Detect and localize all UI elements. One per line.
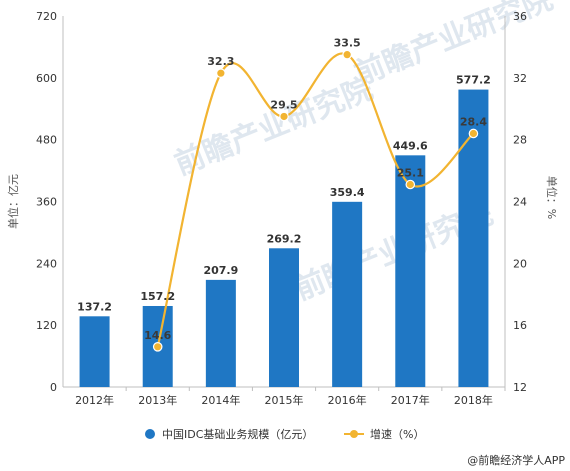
growth-line [152, 49, 479, 352]
growth-value-label: 33.5 [334, 37, 361, 50]
y-tick-right: 32 [513, 72, 527, 85]
growth-value-label: 25.1 [397, 166, 424, 179]
axes: 0 120 240 360 480 600 720 12 16 20 24 28 32 36 2012年 20… [6, 10, 559, 407]
bars [79, 89, 489, 387]
y-tick-right: 28 [513, 134, 527, 147]
footer: @前瞻经济学人APP [467, 453, 565, 467]
legend-bar-swatch [145, 429, 155, 439]
y-tick-right: 20 [513, 257, 527, 270]
y-tick-left: 600 [36, 72, 57, 85]
y-tick-left: 0 [50, 381, 57, 394]
y-axis-left-title: 单位：亿元 [6, 174, 20, 229]
legend-line-label: 增速（%） [370, 427, 424, 441]
growth-point [216, 68, 226, 78]
growth-point [342, 49, 352, 60]
y-tick-right: 12 [513, 381, 527, 394]
growth-point [405, 179, 416, 190]
growth-point [468, 128, 479, 139]
bar [332, 201, 363, 387]
bar [205, 279, 236, 387]
data-labels: 137.2 157.2 207.9 269.2 359.4 449.6 577.2 14.6 3… [77, 37, 491, 342]
growth-value-label: 32.3 [207, 55, 234, 68]
growth-value-label: 29.5 [270, 98, 297, 111]
y-tick-right: 36 [513, 10, 527, 23]
x-tick-label: 2016年 [328, 393, 367, 407]
y-tick-left: 240 [36, 257, 57, 270]
x-tick-label: 2014年 [201, 393, 240, 407]
growth-value-label: 14.6 [144, 329, 171, 342]
x-tick-label: 2015年 [265, 393, 304, 407]
x-tick-label: 2013年 [138, 393, 177, 407]
legend-bar-label: 中国IDC基础业务规模（亿元） [162, 427, 313, 441]
growth-value-label: 28.4 [460, 115, 487, 128]
bar [458, 89, 489, 387]
x-tick-label: 2012年 [75, 393, 114, 407]
bar [79, 316, 110, 387]
bar-value-label: 207.9 [203, 264, 238, 277]
watermark-text: 前瞻产业研究院 [170, 71, 378, 182]
y-tick-left: 480 [36, 134, 57, 147]
bar-value-label: 577.2 [456, 74, 491, 87]
source-credit: @前瞻经济学人APP [467, 453, 565, 467]
bar-value-label: 449.6 [393, 139, 428, 152]
bar-value-label: 157.2 [140, 290, 175, 303]
bar [269, 248, 299, 387]
y-tick-left: 720 [36, 10, 57, 23]
growth-point [152, 342, 163, 352]
y-tick-left: 360 [36, 196, 57, 209]
growth-point [279, 111, 289, 122]
bar-value-label: 269.2 [267, 232, 302, 245]
y-tick-right: 16 [513, 319, 527, 332]
y-tick-left: 120 [36, 319, 57, 332]
bar [395, 155, 426, 387]
x-tick-label: 2017年 [391, 393, 430, 407]
y-tick-right: 24 [513, 196, 527, 209]
y-axis-right-title: 单位：% [545, 176, 559, 219]
legend: 中国IDC基础业务规模（亿元） 增速（%） [145, 427, 424, 441]
bar-value-label: 137.2 [77, 300, 112, 313]
legend-line-marker [350, 430, 358, 438]
x-tick-label: 2018年 [454, 393, 493, 407]
bar-value-label: 359.4 [330, 186, 365, 199]
